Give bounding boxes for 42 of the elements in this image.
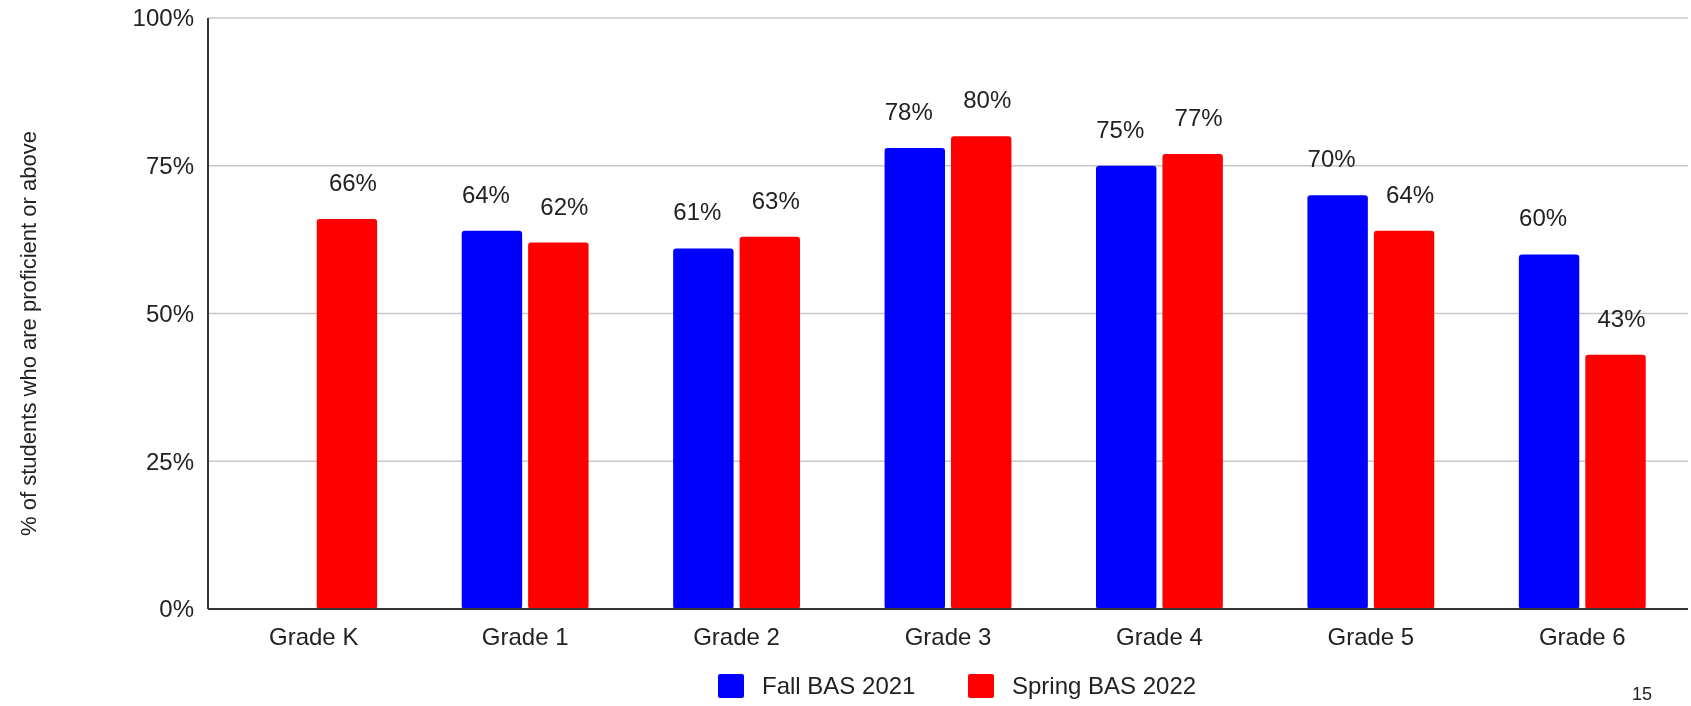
bar: [1373, 230, 1435, 609]
y-tick-label: 75%: [145, 152, 194, 180]
data-label: 66%: [328, 168, 377, 196]
x-tick-label: Grade 4: [1116, 623, 1203, 650]
bar: [1518, 254, 1580, 609]
data-label: 64%: [1386, 180, 1435, 208]
bar: [1585, 354, 1646, 609]
y-axis-title: % of students who are proficient or above: [16, 131, 41, 536]
data-label: 62%: [540, 192, 589, 220]
data-label: 64%: [461, 180, 510, 208]
data-label: 43%: [1597, 304, 1646, 332]
y-tick-label: 0%: [159, 595, 194, 623]
x-tick-label: Grade 5: [1327, 623, 1415, 650]
data-label: 78%: [884, 98, 933, 126]
data-label: 75%: [1096, 115, 1145, 143]
data-label: 61%: [673, 198, 722, 226]
data-label: 77%: [1174, 103, 1223, 131]
text: 15: [1631, 684, 1653, 704]
bar: [528, 242, 589, 609]
data-label: 80%: [963, 86, 1012, 114]
y-tick-label: 50%: [145, 299, 194, 327]
legend-label: Spring BAS 2022: [1012, 672, 1197, 699]
x-tick-label: Grade 1: [481, 623, 569, 650]
x-tick-label: Grade 6: [1538, 623, 1626, 650]
bar: [1162, 153, 1223, 609]
bar: [673, 248, 734, 609]
y-tick-label: 100%: [132, 4, 194, 32]
x-tick-label: Grade K: [269, 623, 359, 650]
bar: [739, 236, 800, 609]
data-label: 63%: [751, 186, 800, 214]
bar: [951, 136, 1012, 609]
bar: [316, 218, 378, 609]
data-label: 60%: [1519, 204, 1568, 232]
x-tick-label: Grade 3: [904, 623, 992, 650]
bar: [1307, 195, 1368, 609]
x-tick-label: Grade 2: [693, 623, 780, 650]
legend-label: Fall BAS 2021: [762, 672, 916, 699]
bar: [884, 148, 945, 609]
bar: [1096, 165, 1157, 609]
bar: [461, 230, 523, 609]
data-label: 70%: [1307, 145, 1356, 173]
y-tick-label: 25%: [145, 447, 194, 475]
